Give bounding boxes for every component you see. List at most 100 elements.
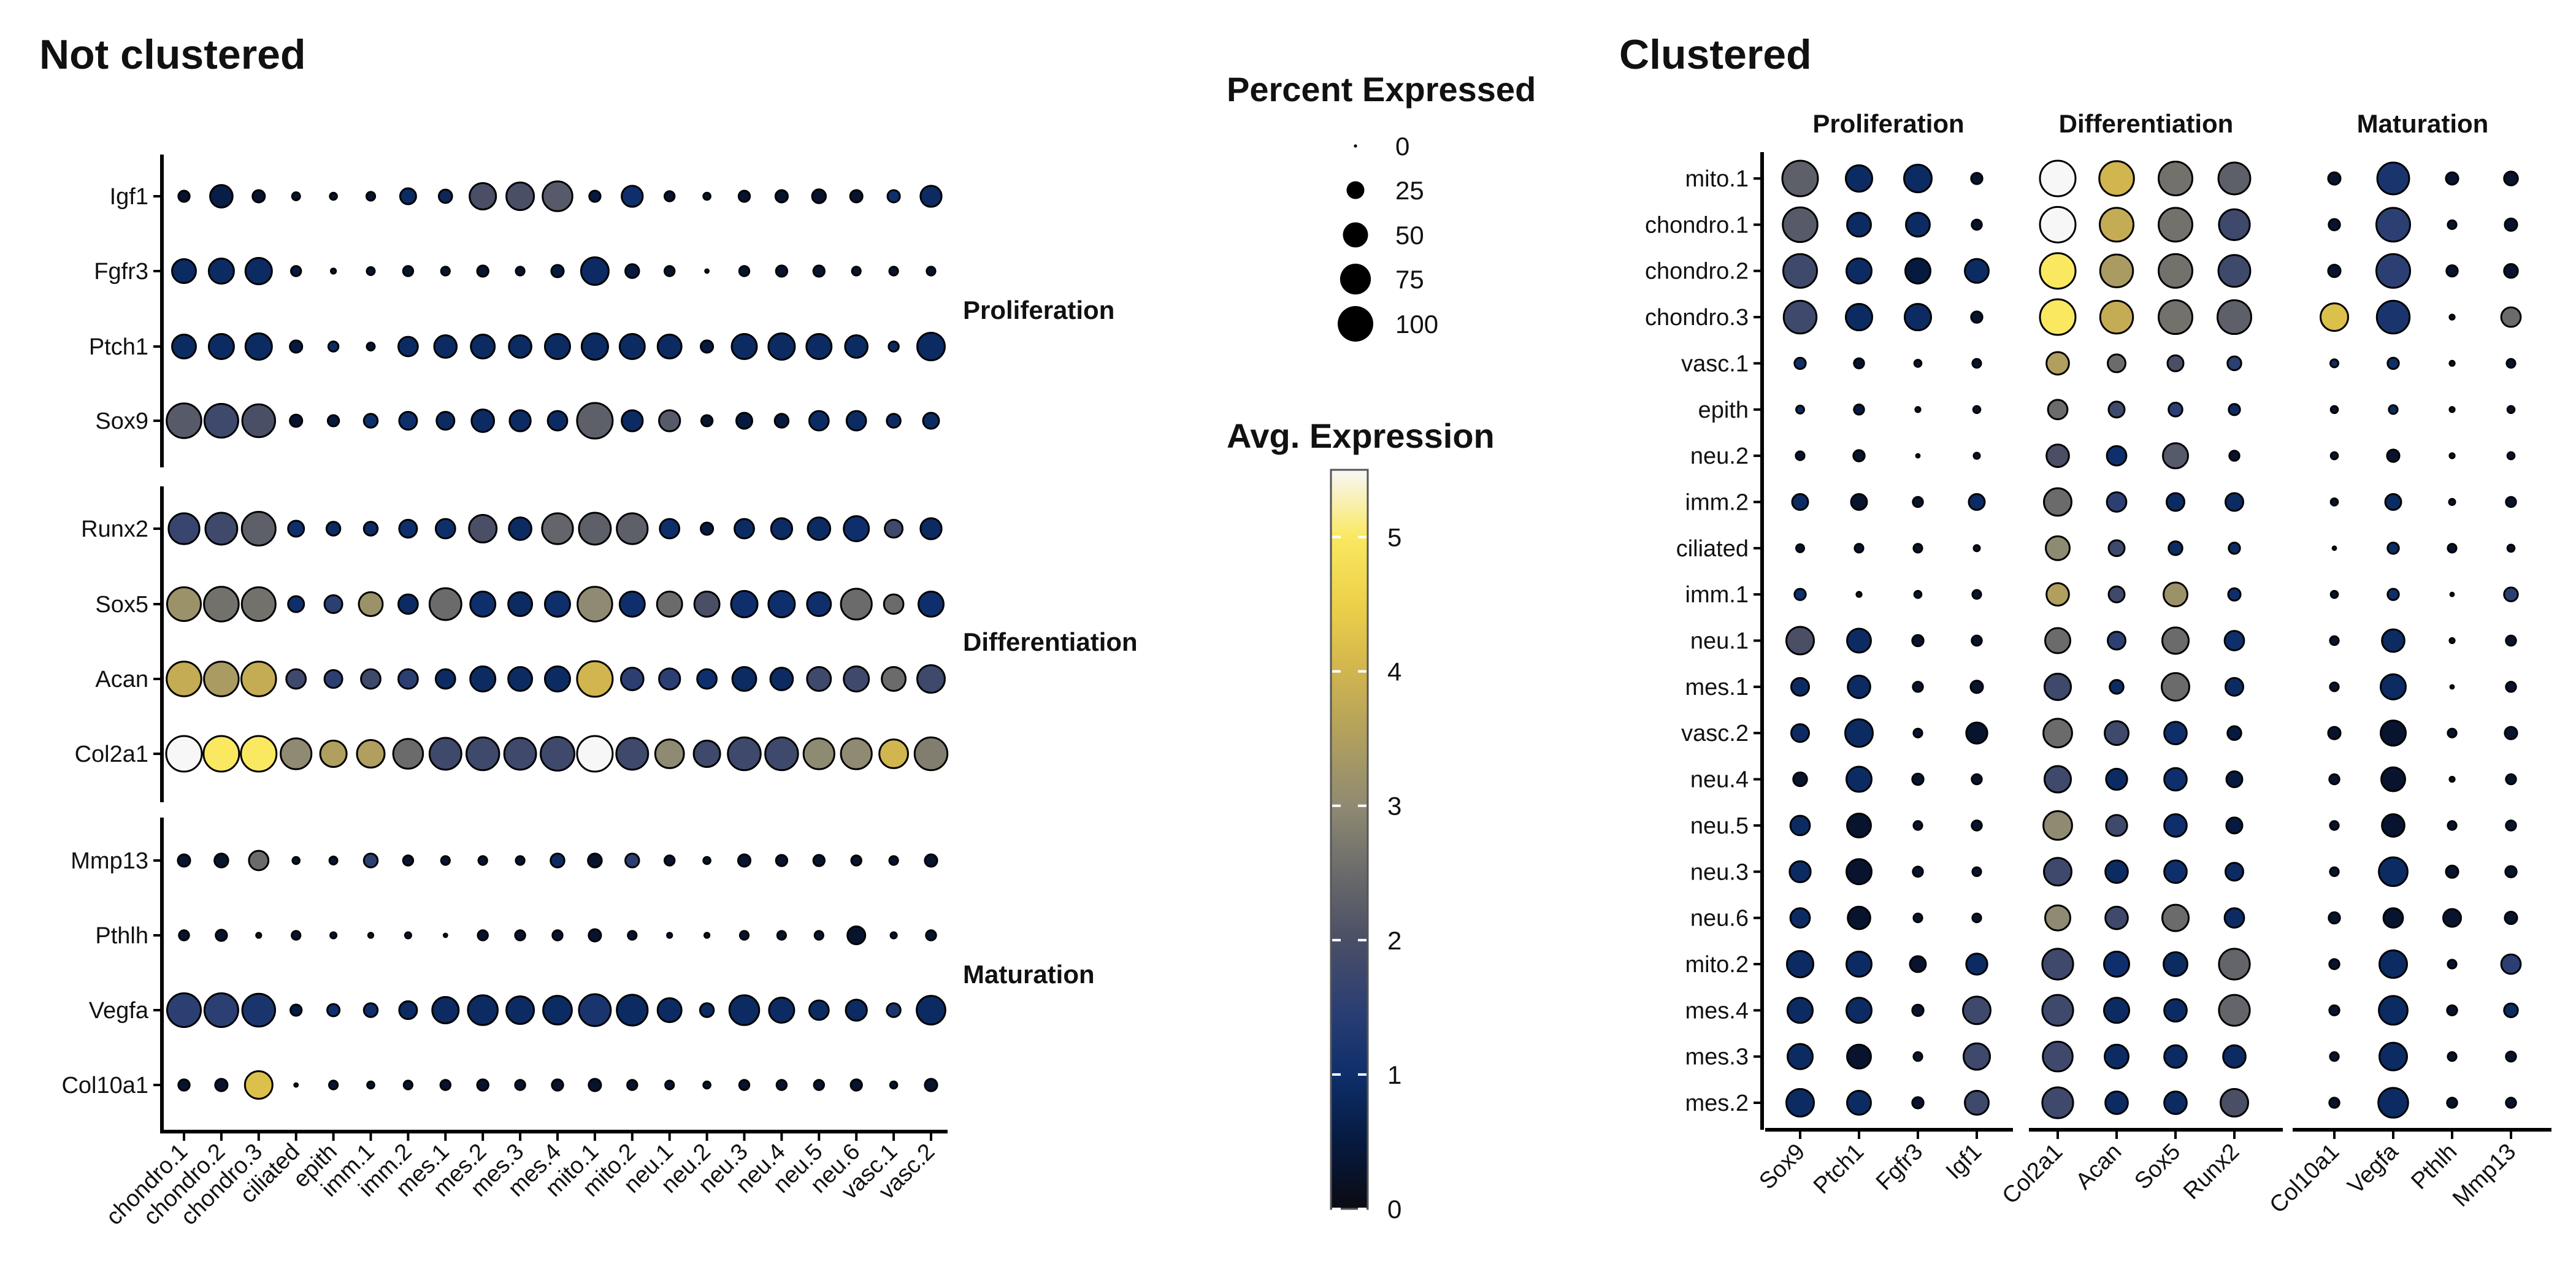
dot-runx2-mes-3 bbox=[508, 516, 532, 541]
dot-acan-epith bbox=[323, 669, 343, 689]
dot-fgfr3-mes-2 bbox=[476, 264, 489, 278]
dot-fgfr3-vasc-2 bbox=[1912, 727, 1923, 738]
dot-sox5-chondro-2 bbox=[2157, 253, 2194, 289]
dot-fgfr3-chondro-1 bbox=[1905, 212, 1931, 238]
dot-col10a1-neu-3 bbox=[2329, 866, 2340, 877]
dot-fgfr3-neu-4 bbox=[1911, 772, 1925, 786]
dot-col10a1-vasc-2 bbox=[924, 1078, 938, 1092]
dot-runx2-ciliated bbox=[2228, 542, 2241, 555]
dot-acan-imm-2 bbox=[2106, 491, 2128, 513]
dot-fgfr3-mes-3 bbox=[1912, 1051, 1923, 1062]
dot-sox5-neu-2 bbox=[693, 590, 721, 618]
dot-runx2-mes-3 bbox=[2222, 1044, 2247, 1069]
dot-runx2-neu-4 bbox=[770, 517, 794, 540]
dot-vegfa-imm-1 bbox=[2386, 588, 2400, 601]
size-legend-label-50: 50 bbox=[1395, 221, 1424, 250]
dot-col2a1-chondro-1 bbox=[2039, 205, 2077, 243]
dot-sox9-mito-1 bbox=[1781, 159, 1819, 197]
dot-col10a1-mito-1 bbox=[2327, 171, 2342, 186]
dot-pthlh-mito-1 bbox=[588, 928, 602, 943]
dot-sox5-vasc-1 bbox=[883, 593, 905, 615]
dot-col2a1-ciliated bbox=[2045, 535, 2071, 561]
dot-col10a1-neu-4 bbox=[2328, 773, 2340, 786]
dot-acan-ciliated bbox=[2107, 539, 2126, 558]
left-row-label-acan: Acan bbox=[95, 667, 148, 692]
dot-igf1-imm-2 bbox=[1968, 493, 1986, 511]
dot-col2a1-neu-6 bbox=[840, 737, 873, 770]
dot-mmp13-vasc-1 bbox=[2505, 358, 2517, 369]
size-legend-dot-50 bbox=[1343, 222, 1368, 248]
color-bar-label-0: 0 bbox=[1387, 1195, 1401, 1224]
dot-pthlh-epith bbox=[329, 931, 338, 940]
dot-acan-mes-3 bbox=[507, 666, 534, 692]
dot-pthlh-mes-3 bbox=[2447, 1051, 2458, 1062]
dot-igf1-neu-6 bbox=[849, 189, 864, 204]
dot-ptch1-neu-3 bbox=[1845, 858, 1873, 886]
dot-acan-chondro-2 bbox=[2099, 253, 2134, 288]
dot-ptch1-vasc-2 bbox=[1844, 718, 1874, 748]
dot-igf1-chondro-1 bbox=[1971, 218, 1983, 231]
color-bar-label-2: 2 bbox=[1387, 926, 1401, 955]
right-col-label-sox9: Sox9 bbox=[1754, 1139, 1810, 1195]
dot-acan-mes-1 bbox=[2109, 679, 2125, 695]
dot-ptch1-chondro-1 bbox=[171, 334, 197, 359]
dot-pthlh-neu-1 bbox=[2448, 637, 2456, 645]
dot-col10a1-imm-2 bbox=[402, 1079, 414, 1091]
dot-ptch1-imm-2 bbox=[397, 335, 419, 358]
dot-runx2-epith bbox=[2228, 403, 2241, 416]
dot-sox5-mes-2 bbox=[2163, 1091, 2188, 1115]
dot-igf1-mes-2 bbox=[1964, 1090, 1990, 1116]
dot-sox9-mes-1 bbox=[435, 411, 456, 431]
dot-acan-chondro-1 bbox=[166, 661, 202, 697]
dot-igf1-epith bbox=[329, 191, 338, 201]
dot-mmp13-chondro-3 bbox=[248, 849, 270, 872]
dot-ptch1-mes-1 bbox=[433, 334, 458, 359]
dot-vegfa-neu-6 bbox=[845, 999, 868, 1022]
right-row-label-mes-4: mes.4 bbox=[1685, 998, 1749, 1024]
color-bar-label-3: 3 bbox=[1387, 792, 1401, 821]
dot-acan-imm-2 bbox=[397, 668, 419, 690]
dot-runx2-neu-6 bbox=[2223, 907, 2245, 929]
dot-pthlh-imm-2 bbox=[2448, 497, 2456, 506]
dot-mmp13-neu-5 bbox=[812, 854, 826, 867]
right-col-label-vegfa: Vegfa bbox=[2343, 1138, 2404, 1199]
dot-col10a1-neu-4 bbox=[775, 1079, 788, 1091]
right-row-label-ciliated: ciliated bbox=[1676, 536, 1749, 562]
dot-col2a1-mes-4 bbox=[2041, 994, 2074, 1027]
dot-mmp13-epith bbox=[2506, 405, 2516, 415]
dot-vegfa-imm-2 bbox=[2384, 493, 2402, 511]
dot-igf1-ciliated bbox=[1972, 544, 1981, 553]
dot-fgfr3-neu-5 bbox=[812, 264, 826, 278]
right-row-label-mes-3: mes.3 bbox=[1685, 1045, 1749, 1070]
right-row-label-mito-2: mito.2 bbox=[1685, 952, 1749, 978]
dot-fgfr3-imm-2 bbox=[1912, 496, 1924, 508]
dot-mmp13-mes-4 bbox=[2503, 1002, 2519, 1019]
right-row-label-imm-1: imm.1 bbox=[1685, 582, 1749, 608]
dot-col2a1-mes-2 bbox=[465, 736, 500, 772]
dot-igf1-vasc-1 bbox=[1971, 358, 1982, 369]
dot-vegfa-chondro-2 bbox=[203, 992, 239, 1029]
dot-mmp13-neu-2 bbox=[702, 856, 711, 865]
dot-vegfa-mes-4 bbox=[2378, 995, 2409, 1026]
dot-sox5-mes-4 bbox=[543, 590, 572, 618]
dot-sox9-neu-4 bbox=[1792, 771, 1808, 788]
dot-pthlh-imm-1 bbox=[2449, 591, 2455, 597]
dot-acan-neu-3 bbox=[2104, 859, 2129, 884]
dot-acan-neu-2 bbox=[696, 668, 718, 690]
left-row-label-runx2: Runx2 bbox=[81, 516, 148, 542]
dot-runx2-chondro-2 bbox=[204, 512, 239, 546]
dot-sox5-epith bbox=[323, 594, 343, 614]
dot-fgfr3-vasc-1 bbox=[1913, 359, 1923, 368]
dot-fgfr3-mito-2 bbox=[624, 263, 640, 279]
dot-col10a1-mes-4 bbox=[2328, 1004, 2340, 1017]
dot-mmp13-mito-2 bbox=[624, 853, 640, 868]
dot-ptch1-neu-4 bbox=[1845, 765, 1873, 793]
dot-sox9-vasc-1 bbox=[1793, 356, 1807, 370]
dot-ptch1-mes-3 bbox=[508, 334, 532, 359]
dot-pthlh-vasc-1 bbox=[2448, 359, 2456, 367]
dot-ptch1-neu-4 bbox=[767, 332, 796, 361]
dot-acan-imm-1 bbox=[360, 668, 381, 690]
dot-col2a1-imm-1 bbox=[2045, 582, 2070, 607]
dot-vegfa-vasc-1 bbox=[2386, 356, 2400, 370]
